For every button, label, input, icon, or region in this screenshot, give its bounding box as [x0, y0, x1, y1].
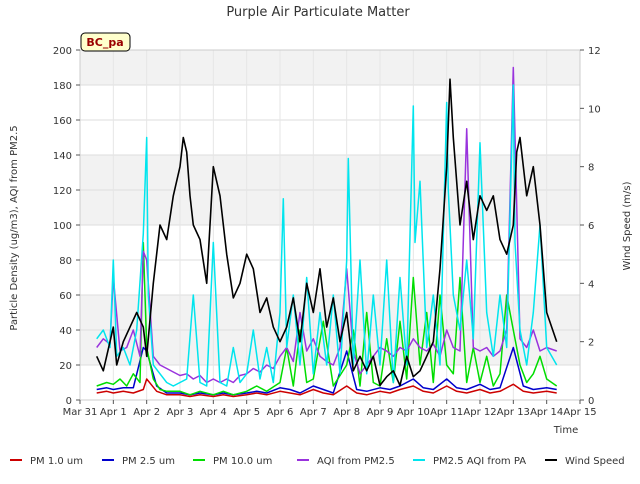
- plot-band: [80, 120, 580, 155]
- y-tick-label: 200: [53, 46, 72, 57]
- series-line-wind-speed: [95, 78, 558, 387]
- plot-band: [80, 85, 580, 120]
- x-tick-label: Apr 8: [333, 407, 360, 418]
- x-tick-label: Apr 5: [233, 407, 260, 418]
- y2-axis-label: Wind Speed (m/s): [622, 181, 633, 270]
- legend-label-wind-speed: Wind Speed: [565, 456, 625, 467]
- y-tick-label: 20: [59, 361, 72, 372]
- y2-tick-label: 4: [588, 279, 594, 290]
- y-tick-label: 80: [59, 256, 72, 267]
- x-tick-label: Apr 4: [200, 407, 227, 418]
- legend-label-pm-1-0-um: PM 1.0 um: [30, 456, 83, 467]
- y2-tick-label: 8: [588, 163, 594, 174]
- y-tick-label: 120: [53, 186, 72, 197]
- y-tick-label: 0: [66, 396, 72, 407]
- x-tick-label: Apr 12: [463, 407, 496, 418]
- y-tick-label: 60: [59, 291, 72, 302]
- site-badge-box: [80, 32, 131, 52]
- x-tick-label: Apr 11: [430, 407, 463, 418]
- y-tick-label: 180: [53, 81, 72, 92]
- x-tick-label: Apr 9: [367, 407, 394, 418]
- y2-tick-label: 6: [588, 221, 594, 232]
- plot-bands: [80, 50, 580, 400]
- x-tick-label: Mar 31: [63, 407, 98, 418]
- legend-label-pm-10-0-um: PM 10.0 um: [213, 456, 272, 467]
- plot-band: [80, 190, 580, 225]
- x-tick-label: Apr 15: [563, 407, 596, 418]
- plot-band: [80, 155, 580, 190]
- legend-label-pm-2-5-um: PM 2.5 um: [122, 456, 175, 467]
- y2-tick-label: 12: [588, 46, 601, 57]
- x-tick-label: Apr 13: [497, 407, 530, 418]
- tick-layer: Mar 31 Apr 1 Apr 2 Apr 3 Apr 4 Apr 5 Apr 6 Apr …: [53, 46, 601, 418]
- x-tick-label: Apr 1: [100, 407, 127, 418]
- y-axis-label: Particle Density (ug/m3), AQI from PM2.5: [9, 125, 20, 330]
- y-tick-label: 160: [53, 116, 72, 127]
- plot-band: [80, 225, 580, 260]
- plot-band: [80, 260, 580, 295]
- y2-tick-label: 10: [588, 104, 601, 115]
- x-tick-label: Apr 6: [267, 407, 294, 418]
- chart-title: Purple Air Particulate Matter: [226, 5, 410, 20]
- series-layer: [95, 66, 558, 398]
- series-line-pm-1-0-um: [96, 378, 557, 398]
- series-line-aqi-from-pm2-5: [96, 66, 557, 384]
- x-tick-label: Apr 14: [530, 407, 563, 418]
- legend-label-aqi-from-pm2-5: AQI from PM2.5: [317, 456, 395, 467]
- plot-band: [80, 50, 580, 85]
- y-tick-label: 40: [59, 326, 72, 337]
- x-tick-label: Apr 10: [397, 407, 430, 418]
- y-tick-label: 140: [53, 151, 72, 162]
- y2-tick-label: 2: [588, 338, 594, 349]
- x-tick-label: Apr 2: [133, 407, 160, 418]
- legend: PM 1.0 um PM 2.5 um PM 10.0 um AQI from PM2…: [10, 456, 625, 467]
- x-axis-label: Time: [553, 425, 578, 436]
- x-tick-label: Apr 3: [167, 407, 194, 418]
- series-line-pm-10-0-um: [96, 241, 558, 396]
- site-badge: BC_pa: [80, 32, 131, 52]
- legend-label-pm2-5-aqi-from-pa: PM2.5 AQI from PA: [433, 456, 526, 467]
- y-tick-label: 100: [53, 221, 72, 232]
- series-line-pm2-5-aqi-from-pa: [96, 84, 558, 387]
- y2-tick-label: 0: [588, 396, 594, 407]
- site-badge-label: BC_pa: [86, 36, 123, 49]
- x-tick-label: Apr 7: [300, 407, 327, 418]
